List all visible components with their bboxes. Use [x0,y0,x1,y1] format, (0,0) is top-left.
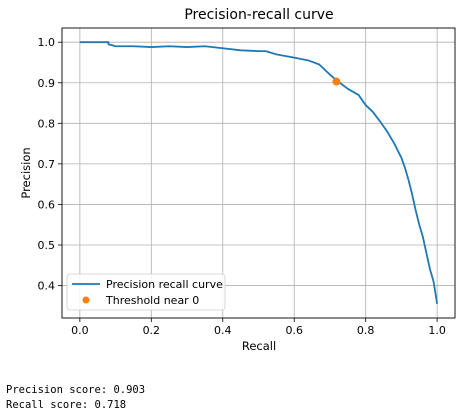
x-tick-label: 0.0 [71,324,89,337]
y-ticks: 0.4 0.5 0.6 0.7 0.8 0.9 1.0 [38,36,62,293]
y-tick-label: 0.7 [38,158,56,171]
legend-label-curve: Precision recall curve [106,278,223,291]
legend-dot-swatch [82,296,90,304]
y-tick-label: 1.0 [38,36,56,49]
y-tick-label: 0.5 [38,239,56,252]
y-tick-label: 0.4 [38,280,56,293]
y-tick-label: 0.9 [38,77,56,90]
grid [62,28,455,318]
legend: Precision recall curve Threshold near 0 [66,273,226,311]
legend-label-threshold: Threshold near 0 [105,294,199,307]
recall-score-output: Recall score: 0.718 [6,399,127,411]
threshold-point [332,77,341,86]
plot-lines [79,41,439,304]
y-tick-label: 0.6 [38,198,56,211]
legend-box [66,273,226,311]
chart-title: Precision-recall curve [184,7,333,23]
y-axis-label: Precision [19,147,33,198]
x-tick-label: 0.8 [357,324,375,337]
precision-recall-curve [79,41,439,304]
x-axis-label: Recall [242,339,276,353]
x-tick-label: 1.0 [428,324,446,337]
precision-score-output: Precision score: 0.903 [6,384,146,396]
y-tick-label: 0.8 [38,117,56,130]
axes-frame [61,27,456,319]
x-tick-label: 0.4 [214,324,232,337]
x-ticks: 0.0 0.2 0.4 0.6 0.8 1.0 [71,318,446,337]
x-tick-label: 0.6 [285,324,303,337]
x-tick-label: 0.2 [143,324,161,337]
